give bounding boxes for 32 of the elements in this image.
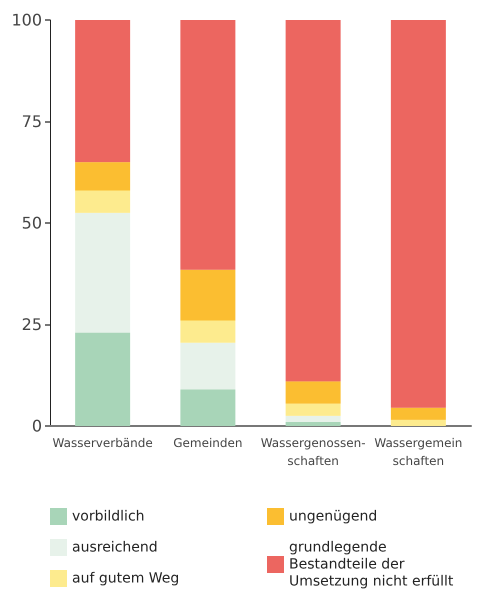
x-tick-label: Wasserverbände: [52, 436, 153, 450]
bar: [180, 270, 236, 320]
legend-label: grundlegende Bestandteile der Umsetzung nicht erfüllt: [289, 540, 454, 590]
x-tick-label: Wassergemein schaften: [374, 436, 462, 468]
legend-label: ungenügend: [289, 508, 378, 524]
bar: [286, 20, 341, 382]
legend-label: ausreichend: [72, 540, 158, 556]
bar: [180, 320, 236, 343]
y-tick-label: 50: [22, 214, 42, 232]
bar: [75, 162, 130, 191]
legend-label: vorbildlich: [72, 508, 145, 524]
y-tick-label: 100: [11, 10, 42, 30]
bar: [286, 416, 341, 422]
bar: [286, 381, 341, 404]
x-tick-label: Gemeinden: [173, 436, 243, 450]
bar: [390, 420, 446, 426]
y-tick-label: 75: [22, 112, 42, 131]
bar: [180, 342, 236, 390]
x-tick-label: Wassergenossen- schaften: [260, 436, 366, 468]
bar: [286, 422, 341, 426]
legend-label: auf gutem Weg: [72, 570, 180, 586]
bar: [75, 190, 130, 213]
bar: [286, 404, 341, 416]
bar: [390, 408, 446, 420]
bar: [75, 332, 130, 426]
bar: [180, 389, 236, 426]
y-tick-label: 0: [32, 416, 42, 436]
y-tick-label: 25: [22, 315, 42, 334]
bar: [75, 212, 130, 333]
bar: [390, 20, 446, 408]
bar: [75, 20, 130, 162]
bar: [180, 20, 236, 270]
